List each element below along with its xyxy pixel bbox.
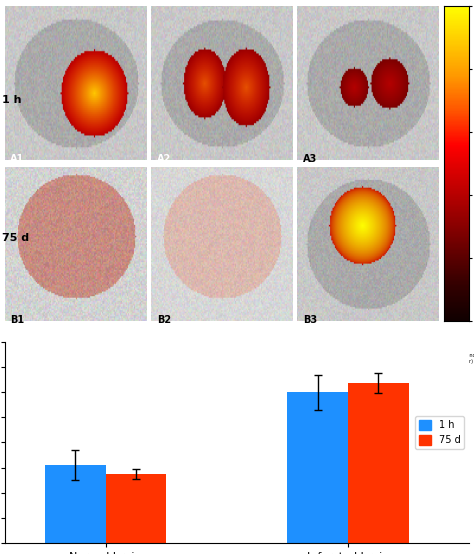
Text: Radiant Efficiency
(p/sec/cm²/sr)
µW/cm²: Radiant Efficiency (p/sec/cm²/sr) µW/cm² [435,353,474,370]
Text: A1: A1 [10,154,25,164]
Text: B2: B2 [157,315,171,325]
Text: B1: B1 [10,315,25,325]
Legend: 1 h, 75 d: 1 h, 75 d [415,416,465,449]
Bar [45,465,106,554]
Bar [348,383,409,554]
Bar [288,392,348,554]
Bar [106,474,166,554]
Text: 1 h: 1 h [2,95,22,105]
Text: B3: B3 [303,315,317,325]
Text: A3: A3 [303,154,317,164]
Text: 75 d: 75 d [2,233,29,243]
Text: A2: A2 [157,154,171,164]
